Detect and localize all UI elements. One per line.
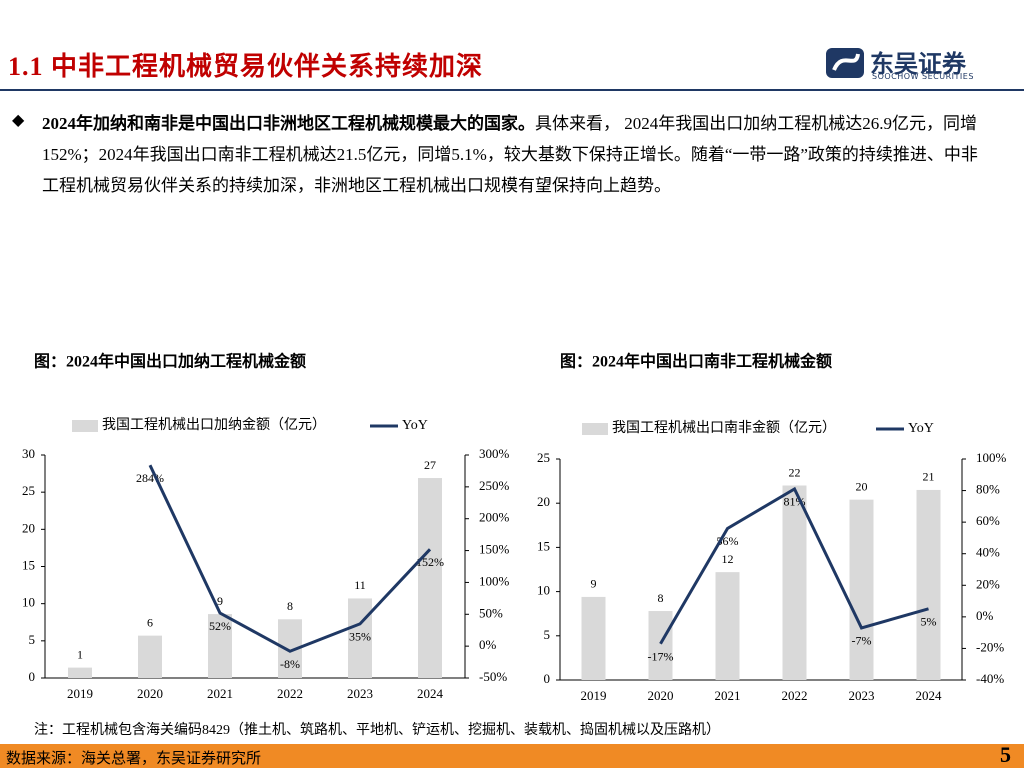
y-tick-label: 30 xyxy=(22,446,35,461)
y2-tick-label: 250% xyxy=(479,478,510,493)
logo-subtext: SOOCHOW SECURITIES xyxy=(872,72,974,81)
line-value-label: 35% xyxy=(349,630,371,644)
y2-tick-label: -50% xyxy=(479,669,507,684)
bar-value-label: 20 xyxy=(856,479,868,493)
y2-tick-label: 80% xyxy=(976,482,1000,497)
legend-label: 我国工程机械出口加纳金额（亿元） xyxy=(102,417,326,433)
bar-value-label: 8 xyxy=(287,599,293,613)
y2-tick-label: -40% xyxy=(976,671,1004,686)
x-tick-label: 2022 xyxy=(782,688,808,703)
bar xyxy=(208,614,232,678)
bar xyxy=(138,635,162,678)
y-tick-label: 25 xyxy=(22,483,35,498)
y2-tick-label: 100% xyxy=(976,450,1007,465)
x-tick-label: 2021 xyxy=(207,686,233,701)
chart-title: 图：2024年中国出口加纳工程机械金额 xyxy=(34,352,306,371)
y-tick-label: 0 xyxy=(544,671,551,686)
legend-swatch xyxy=(582,423,608,435)
bar xyxy=(782,485,807,680)
line-value-label: -17% xyxy=(648,649,674,663)
y2-tick-label: 0% xyxy=(976,608,994,623)
body-text: 2024年加纳和南非是中国出口非洲地区工程机械规模最大的国家。具体来看， 202… xyxy=(42,108,992,201)
y-tick-label: 15 xyxy=(537,538,550,553)
chart-title: 图：2024年中国出口南非工程机械金额 xyxy=(560,352,832,371)
body-rest: 具体来看， 2024年我国出口加纳工程机械达26.9亿元，同增152%；2024… xyxy=(42,114,978,195)
x-tick-label: 2019 xyxy=(67,686,93,701)
x-tick-label: 2024 xyxy=(916,688,943,703)
bar-value-label: 8 xyxy=(658,591,664,605)
bar-value-label: 6 xyxy=(147,615,153,629)
y2-tick-label: 50% xyxy=(479,605,503,620)
bar xyxy=(648,611,673,680)
y2-tick-label: 300% xyxy=(479,446,510,461)
note: 注：工程机械包含海关编码8429（推土机、筑路机、平地机、铲运机、挖掘机、装载机… xyxy=(34,723,720,738)
y2-tick-label: 60% xyxy=(976,513,1000,528)
x-tick-label: 2023 xyxy=(347,686,373,701)
bar xyxy=(715,572,740,680)
x-tick-label: 2020 xyxy=(137,686,163,701)
y-tick-label: 10 xyxy=(22,595,35,610)
bar-value-label: 9 xyxy=(591,577,597,591)
bar xyxy=(849,499,874,680)
page-number: 5 xyxy=(1000,742,1011,767)
yoy-line xyxy=(148,464,432,653)
bar xyxy=(348,598,372,678)
line-value-label: -8% xyxy=(280,657,300,671)
y-tick-label: 25 xyxy=(537,450,550,465)
line-value-label: 5% xyxy=(921,615,937,629)
legend-swatch xyxy=(72,420,98,432)
x-tick-label: 2024 xyxy=(417,686,444,701)
y2-tick-label: -20% xyxy=(976,639,1004,654)
bar-value-label: 1 xyxy=(77,647,83,661)
bar-value-label: 21 xyxy=(923,470,935,484)
legend-label: YoY xyxy=(908,421,934,436)
x-tick-label: 2023 xyxy=(849,688,875,703)
body-bold: 2024年加纳和南非是中国出口非洲地区工程机械规模最大的国家。 xyxy=(42,114,535,133)
logo-text: 东吴证券 xyxy=(870,50,966,78)
x-tick-label: 2020 xyxy=(648,688,674,703)
logo-icon xyxy=(826,48,864,78)
y2-tick-label: 0% xyxy=(479,637,497,652)
y-tick-label: 5 xyxy=(29,632,36,647)
bar-value-label: 12 xyxy=(722,552,734,566)
bar xyxy=(581,596,606,680)
line-value-label: 52% xyxy=(209,619,231,633)
bar-value-label: 27 xyxy=(424,458,436,472)
line-value-label: -7% xyxy=(852,634,872,648)
y-tick-label: 20 xyxy=(22,520,35,535)
bar-value-label: 11 xyxy=(354,578,366,592)
source: 数据来源：海关总署，东吴证券研究所 xyxy=(6,751,262,767)
bar xyxy=(68,667,92,678)
y-tick-label: 5 xyxy=(544,627,551,642)
bar xyxy=(418,478,442,678)
bullet: ◆ xyxy=(12,112,25,129)
legend-label: 我国工程机械出口南非金额（亿元） xyxy=(612,420,836,436)
y-tick-label: 0 xyxy=(29,669,36,684)
logo-icon-mark xyxy=(832,53,860,71)
y2-tick-label: 100% xyxy=(479,573,510,588)
bar-value-label: 9 xyxy=(217,594,223,608)
y-tick-label: 10 xyxy=(537,583,550,598)
y2-tick-label: 40% xyxy=(976,545,1000,560)
bar xyxy=(916,489,941,680)
y2-tick-label: 200% xyxy=(479,510,510,525)
y-tick-label: 15 xyxy=(22,557,35,572)
slide-title: 1.1 中非工程机械贸易伙伴关系持续加深 xyxy=(8,52,484,81)
legend-label: YoY xyxy=(402,418,428,433)
y2-tick-label: 150% xyxy=(479,542,510,557)
footer-bar xyxy=(0,744,1024,768)
y2-tick-label: 20% xyxy=(976,576,1000,591)
x-tick-label: 2019 xyxy=(581,688,607,703)
yoy-line xyxy=(659,486,929,645)
y-tick-label: 20 xyxy=(537,494,550,509)
bar-value-label: 22 xyxy=(789,465,801,479)
x-tick-label: 2022 xyxy=(277,686,303,701)
x-tick-label: 2021 xyxy=(715,688,741,703)
line-value-label: 152% xyxy=(416,555,444,569)
